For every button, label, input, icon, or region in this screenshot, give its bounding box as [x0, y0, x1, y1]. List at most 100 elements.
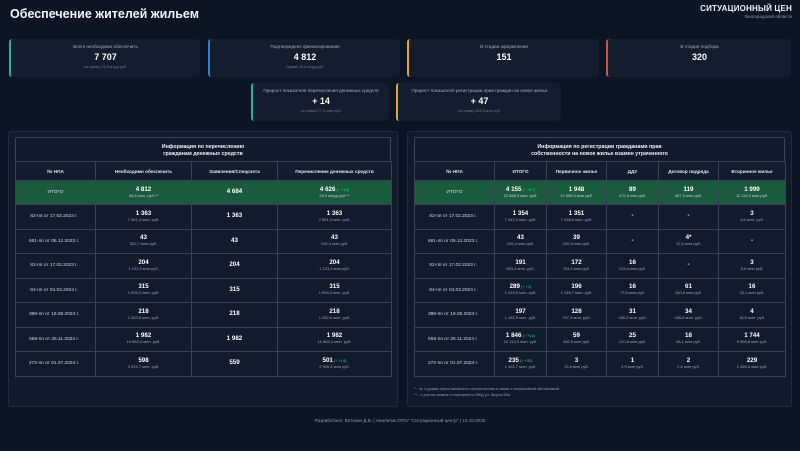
stat-card-financing[interactable]: Подтверждено финансирование 4 812 Сумма … [208, 39, 400, 77]
cell-number: 1 982 [326, 332, 343, 340]
cell-value: 4 [720, 308, 784, 316]
table-cell: 3 3,8 млн. руб. [718, 204, 786, 230]
panel-title-line: Информация по регистрации гражданами пра… [537, 143, 662, 150]
table-cell: 315 [191, 277, 278, 303]
cell-value: 4 626 (↑ +14) [279, 186, 390, 194]
stat-card-selection[interactable]: В стадии подбора 320 [606, 39, 791, 77]
cell-sum: 302,7 млн руб. [129, 241, 158, 247]
cell-number: 31 [629, 307, 636, 315]
cell-sum: 5,9 млн руб. [740, 265, 764, 271]
cell-number: 1 363 [135, 209, 152, 217]
cell-sum: 1 492,7 млн. руб. [504, 363, 537, 369]
npa-cell: 272-пп от 01.07.2024 г. [15, 351, 96, 377]
cell-number: 3 [750, 258, 754, 266]
cell-value: 1 363 [97, 209, 190, 218]
table-cell: - [606, 204, 659, 230]
table-row: 82-пп от 17.02.2023 г. 1 354 7 442,3 млн. … [414, 204, 786, 230]
cell-number: 18 [685, 332, 692, 340]
table-cell: 4 684 [191, 180, 278, 205]
table-cell: 1 982 10 862,4 млн. руб. [277, 326, 392, 352]
npa-cell: 681-пп от 05.12.2023 г. [15, 228, 96, 254]
table-cell: 1 4,9 млн руб. [606, 351, 659, 377]
column-header: Договор подряда [658, 161, 719, 181]
transfer-panel-title: Информация по перечислению гражданам ден… [15, 137, 391, 164]
table-cell: 16 33,1 млн руб. [718, 277, 786, 303]
column-header: Заявления/Спецсчета [191, 161, 278, 181]
cell-value: 59 [548, 333, 605, 340]
cell-value: 61 [660, 284, 717, 291]
cell-number: - [631, 236, 634, 244]
table-cell: 204 [191, 253, 278, 279]
cell-sum: 1 182,5 млн. руб. [504, 314, 537, 320]
table-row: 555-пп от 25.11.2024 г. 1 846 (↑ +14) 10 1… [414, 326, 786, 352]
cell-value: - [720, 237, 784, 245]
cell-sum: 48,1 млн руб. [676, 339, 701, 345]
cell-value: 315 [97, 284, 190, 291]
table-cell: 204 1 131,9 млн руб. [277, 253, 392, 279]
table-cell: - [606, 228, 659, 254]
stat-card-transfer-growth[interactable]: Прирост показателя перечисления денежных… [251, 83, 389, 121]
table-cell: 315 1 695,2 млн. руб. [95, 277, 192, 303]
cell-sum: 18,5 млн. руб. [738, 314, 766, 320]
cell-sum: 1 131,9 млн руб. [128, 265, 159, 271]
table-cell: 1 846 (↑ +14) 10 112,3 млн. руб. [494, 326, 547, 352]
stat-label: Всего необходимо обеспечить [73, 44, 138, 49]
cell-value: 172 [548, 259, 605, 267]
stat-label: Прирост показателя перечисления денежных… [263, 88, 379, 93]
cell-number: 1 982 [226, 334, 243, 342]
delta-badge: (↑ +14) [521, 333, 536, 339]
table-cell: 1 948 10 695,5 млн руб. [546, 180, 607, 205]
table-cell: 59 346,6 млн руб. [546, 326, 607, 352]
cell-sum: 25,9 млрд руб.** [319, 192, 350, 198]
cell-sum: 11 114,2 млн руб. [735, 192, 769, 198]
table-cell: 218 1 282,6 млн. руб. [277, 302, 392, 328]
cell-value: 196 [548, 284, 605, 291]
cell-number: 61 [685, 283, 692, 291]
table-cell: 218 1 282,6 млн. руб. [95, 302, 192, 328]
cell-sum: 28,6 млн. руб.** [128, 192, 159, 198]
table-cell: 1 363 [191, 204, 278, 230]
cell-sum: 33,1 млн руб. [739, 290, 765, 296]
cell-sum: 232,9 млн руб. [562, 241, 591, 247]
table-cell: - [658, 253, 719, 279]
npa-cell: ИТОГО [414, 180, 495, 205]
stat-card-registration-growth[interactable]: Прирост показателя регистрации прав граж… [396, 83, 561, 121]
cell-number: 3 [574, 356, 579, 364]
cell-number: 315 [229, 285, 240, 293]
table-cell: 1 744 9 596,8 млн руб. [718, 326, 786, 352]
cell-value: 1 948 [548, 186, 605, 194]
table-cell: 1 363 7 561,3 млн. руб. [95, 204, 192, 230]
cell-number: 191 [515, 258, 526, 266]
column-header: Перечисление денежных средств [277, 161, 392, 181]
table-row: 555-пп от 25.11.2024 г. 1 982 10 862,4 млн… [15, 326, 392, 352]
org-block: СИТУАЦИОННЫЙ ЦЕН Белгородской области [700, 4, 792, 19]
cell-value: 4 155 (↑ +47) [496, 186, 545, 194]
npa-cell: 82-пп от 17.02.2023 г. [414, 253, 495, 279]
cell-number: 1 982 [135, 332, 152, 340]
cell-number: 4 684 [226, 188, 243, 196]
table-cell: - [718, 228, 786, 254]
stat-card-total-need[interactable]: Всего необходимо обеспечить 7 707 на сум… [9, 39, 200, 77]
cell-sum: 120,8 млн руб. [618, 339, 647, 345]
registration-panel: Информация по регистрации гражданами пра… [407, 131, 792, 407]
table-cell: 4 626 (↑ +14) 25,9 млрд руб.** [277, 180, 392, 205]
table-cell: 3 13,8 млн руб. [546, 351, 607, 377]
cell-value: 43 [97, 235, 190, 242]
table-cell: 16 73,5 млн руб. [606, 277, 659, 303]
cell-value: 1 351 [548, 210, 605, 218]
table-cell: 39 232,9 млн руб. [546, 228, 607, 254]
cell-sum: 10 862,4 млн. руб. [317, 339, 352, 345]
cell-sum: 7 561,3 млн. руб. [318, 216, 351, 222]
table-row: 84-пп от 04.03.2024 г. 315 1 695,2 млн. ру… [15, 277, 392, 303]
cell-number: - [687, 261, 690, 269]
table-cell: 1 982 10 862,4 млн. руб. [95, 326, 192, 352]
cell-value: 34 [660, 308, 717, 316]
cell-value: 39 [548, 235, 605, 242]
cell-sum: 1 694,4 млн. руб. [318, 290, 351, 296]
cell-value: 218 [97, 308, 190, 316]
cell-value: 1 846 (↑ +14) [496, 333, 545, 340]
cell-value: 204 [97, 259, 190, 267]
stat-card-processing[interactable]: В стадии оформления 151 [407, 39, 599, 77]
cell-value: 4* [660, 235, 717, 242]
cell-number: 43 [517, 234, 524, 242]
